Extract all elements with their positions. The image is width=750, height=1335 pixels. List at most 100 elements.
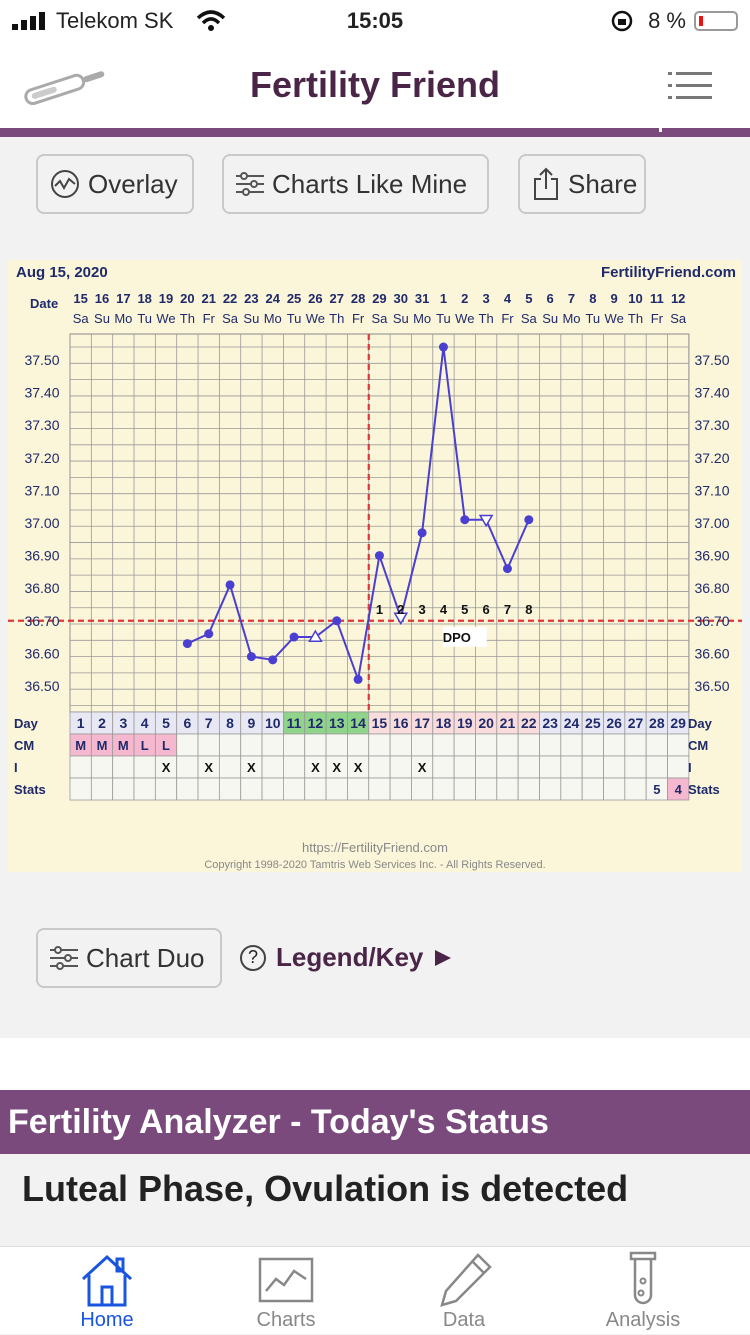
overlay-button[interactable]: Overlay — [36, 154, 194, 214]
cm-cell — [261, 733, 284, 757]
day-number: 1 — [77, 715, 85, 731]
chart-site: FertilityFriend.com — [601, 264, 736, 281]
intercourse-cell — [475, 755, 498, 779]
weekday-label: Sa — [670, 311, 687, 326]
tab-bar: Home Charts Data Analysis — [0, 1246, 750, 1334]
stats-cell — [304, 777, 327, 801]
tab-analysis[interactable]: Analysis — [553, 1247, 733, 1335]
date-label: 20 — [180, 291, 194, 306]
y-tick-right: 36.90 — [694, 548, 729, 564]
rotation-lock-icon — [611, 10, 633, 32]
y-tick-left: 37.30 — [24, 417, 59, 433]
date-label: 21 — [201, 291, 215, 306]
weekday-label: We — [605, 311, 624, 326]
temperature-point — [268, 655, 278, 665]
date-label: 24 — [265, 291, 280, 306]
cm-cell — [347, 733, 370, 757]
intercourse-cell — [176, 755, 199, 779]
cm-cell — [282, 733, 306, 757]
intercourse-cell — [496, 755, 519, 779]
cm-cell — [475, 733, 498, 757]
date-label: 19 — [159, 291, 173, 306]
cm-cell — [389, 733, 412, 757]
day-number: 10 — [265, 715, 281, 731]
day-number: 13 — [329, 715, 345, 731]
intercourse-cell — [539, 755, 562, 779]
stats-cell — [154, 777, 178, 801]
date-label: 26 — [308, 291, 322, 306]
day-number: 8 — [226, 715, 234, 731]
stats-cell — [261, 777, 284, 801]
cm-cell — [560, 733, 583, 757]
date-label: 2 — [461, 291, 468, 306]
weekday-label: Su — [542, 311, 558, 326]
tab-home[interactable]: Home — [17, 1247, 197, 1335]
weekday-label: Sa — [222, 311, 239, 326]
weekday-label: Fr — [203, 311, 216, 326]
day-number: 7 — [205, 715, 213, 731]
stats-cell — [347, 777, 370, 801]
date-label: 6 — [547, 291, 554, 306]
plot-area — [69, 333, 690, 713]
stats-cell — [411, 777, 434, 801]
temperature-point-open — [393, 612, 409, 625]
date-label: 9 — [611, 291, 618, 306]
y-tick-right: 36.80 — [694, 580, 729, 596]
temperature-point — [502, 564, 512, 574]
date-label: 25 — [287, 291, 301, 306]
intercourse-cell — [90, 755, 114, 779]
tab-charts[interactable]: Charts — [196, 1247, 376, 1335]
intercourse-cell — [560, 755, 583, 779]
stats-cell — [90, 777, 114, 801]
weekday-label: Fr — [501, 311, 514, 326]
cm-value: M — [97, 738, 108, 753]
dpo-number: 3 — [418, 602, 425, 617]
date-label: 11 — [650, 291, 664, 306]
temperature-point — [246, 652, 256, 662]
weekday-label: Su — [243, 311, 259, 326]
menu-icon[interactable] — [668, 72, 712, 100]
chart-duo-button[interactable]: Chart Duo — [36, 928, 222, 988]
row-label: Stats — [14, 782, 46, 797]
dpo-label-bg — [442, 626, 487, 647]
cm-cell — [218, 733, 242, 757]
stats-cell — [240, 777, 263, 801]
overlay-icon — [51, 170, 79, 198]
intercourse-mark: X — [418, 760, 427, 775]
date-label: 17 — [116, 291, 130, 306]
charts-like-mine-button[interactable]: Charts Like Mine — [222, 154, 489, 214]
stats-cell — [69, 777, 92, 801]
pencil-icon — [440, 1253, 492, 1307]
y-tick-right: 37.30 — [694, 417, 729, 433]
test-tube-icon — [629, 1251, 657, 1305]
day-number: 26 — [606, 715, 622, 731]
temperature-point — [460, 515, 470, 525]
tab-data[interactable]: Data — [374, 1247, 554, 1335]
weekday-label: Mo — [114, 311, 132, 326]
intercourse-mark: X — [354, 760, 363, 775]
stats-cell — [624, 777, 647, 801]
date-label: 4 — [504, 291, 512, 306]
y-tick-left: 37.20 — [24, 450, 59, 466]
tab-data-label: Data — [442, 1309, 486, 1331]
legend-key-link[interactable]: ? Legend/Key — [240, 942, 453, 973]
weekday-label: Th — [479, 311, 494, 326]
cm-cell — [411, 733, 434, 757]
weekday-label: Mo — [264, 311, 282, 326]
day-number: 5 — [162, 715, 170, 731]
signal-icon — [12, 12, 45, 30]
cm-cell — [539, 733, 562, 757]
y-tick-right: 37.20 — [694, 450, 729, 466]
app-title: Fertility Friend — [249, 64, 501, 105]
cm-cell — [197, 733, 220, 757]
share-button[interactable]: Share — [518, 154, 646, 214]
temperature-point — [332, 616, 342, 626]
intercourse-cell — [261, 755, 284, 779]
day-number: 24 — [564, 715, 580, 731]
temperature-point — [353, 674, 363, 684]
weekday-label: Tu — [137, 311, 152, 326]
stats-cell — [368, 777, 391, 801]
date-label: 3 — [483, 291, 490, 306]
cm-cell — [453, 733, 476, 757]
